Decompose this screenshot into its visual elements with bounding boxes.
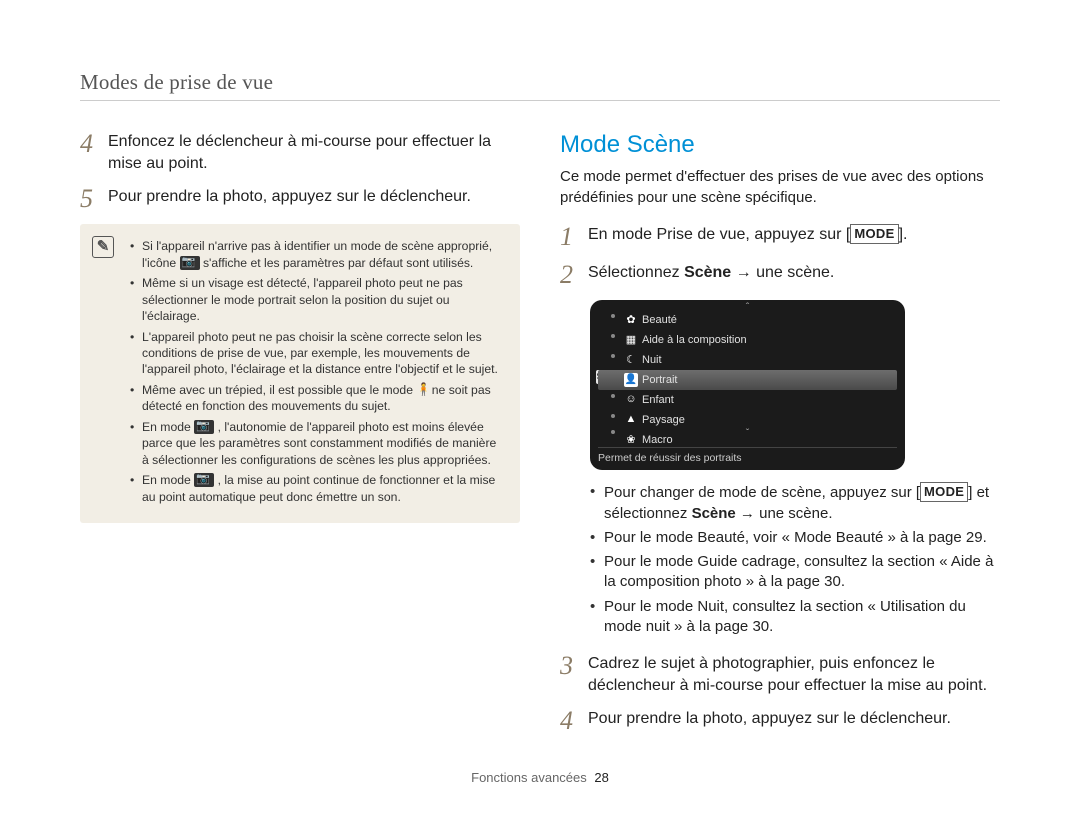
child-icon: ☺ — [624, 393, 638, 407]
lcd-item-label: Aide à la composition — [642, 334, 747, 346]
step-number: 3 — [560, 653, 578, 696]
bold-text: Scène — [684, 264, 731, 281]
down-caret-icon: ˇ — [746, 428, 749, 439]
grid-icon: ▦ — [624, 333, 638, 347]
text: Pour changer de mode de scène, appuyez s… — [604, 484, 920, 501]
note-item: Si l'appareil n'arrive pas à identifier … — [130, 238, 504, 271]
sub-bullet: Pour le mode Guide cadrage, consultez la… — [590, 552, 1000, 593]
note-item: Même avec un trépied, il est possible qu… — [130, 382, 504, 415]
footer-label: Fonctions avancées — [471, 770, 587, 785]
page-number: 28 — [594, 770, 608, 785]
lcd-item-label: Enfant — [642, 394, 674, 406]
text: En mode Prise de vue, appuyez sur [ — [588, 226, 850, 243]
step-text: Cadrez le sujet à photographier, puis en… — [588, 653, 1000, 696]
note-item: Même si un visage est détecté, l'apparei… — [130, 275, 504, 324]
note-item: En mode , la mise au point continue de f… — [130, 472, 504, 505]
note-text: En mode — [142, 473, 194, 487]
text: Pour le mode Nuit, consultez la section … — [604, 598, 966, 635]
step-text: Enfoncez le déclencheur à mi-course pour… — [108, 131, 520, 174]
note-item: En mode , l'autonomie de l'appareil phot… — [130, 419, 504, 468]
sub-bullet: Pour changer de mode de scène, appuyez s… — [590, 482, 1000, 524]
step-number: 4 — [80, 131, 98, 174]
lcd-scene-menu: ˆ SCN ✿ Beauté ▦ Aide à la composition — [590, 300, 905, 470]
step-5-left: 5 Pour prendre la photo, appuyez sur le … — [80, 186, 520, 212]
sub-bullet-list: Pour changer de mode de scène, appuyez s… — [560, 482, 1000, 637]
manual-page: Modes de prise de vue 4 Enfoncez le décl… — [0, 0, 1080, 815]
lcd-footer-hint: Permet de réussir des portraits — [598, 447, 897, 464]
mode-key: MODE — [850, 224, 898, 244]
portrait-icon: 👤 — [624, 373, 638, 387]
beauty-icon: ✿ — [624, 313, 638, 327]
note-text: L'appareil photo peut ne pas choisir la … — [142, 330, 498, 377]
note-text: s'affiche et les paramètres par défaut s… — [203, 256, 473, 270]
mode-key: MODE — [920, 482, 968, 502]
step-4-left: 4 Enfoncez le déclencheur à mi-course po… — [80, 131, 520, 174]
smart-camera-icon — [194, 473, 214, 487]
lcd-item-aide[interactable]: ▦ Aide à la composition — [598, 330, 897, 350]
step-2-right: 2 Sélectionnez Scène → une scène. — [560, 262, 1000, 288]
note-box: ✎ Si l'appareil n'arrive pas à identifie… — [80, 224, 520, 523]
lcd-item-label: Portrait — [642, 374, 677, 386]
lcd-item-label: Nuit — [642, 354, 662, 366]
text: Pour le mode Beauté, voir « Mode Beauté … — [604, 529, 987, 546]
left-column: 4 Enfoncez le déclencheur à mi-course po… — [80, 131, 520, 746]
smart-camera-icon — [180, 256, 200, 270]
lcd-item-enfant[interactable]: ☺ Enfant — [598, 390, 897, 410]
step-number: 5 — [80, 186, 98, 212]
intro-text: Ce mode permet d'effectuer des prises de… — [560, 167, 1000, 208]
lcd-item-paysage[interactable]: ▲ Paysage — [598, 410, 897, 430]
lcd-item-portrait[interactable]: 👤 Portrait — [598, 370, 897, 390]
text: ]. — [899, 226, 908, 243]
text: Sélectionnez — [588, 264, 684, 281]
moon-icon: ☾ — [624, 353, 638, 367]
step-4-right: 4 Pour prendre la photo, appuyez sur le … — [560, 708, 1000, 734]
step-text: En mode Prise de vue, appuyez sur [MODE]… — [588, 224, 907, 250]
text: → une scène. — [731, 264, 834, 281]
step-text: Pour prendre la photo, appuyez sur le dé… — [588, 708, 951, 734]
macro-icon: ❀ — [624, 433, 638, 447]
person-icon — [416, 383, 428, 397]
right-column: Mode Scène Ce mode permet d'effectuer de… — [560, 131, 1000, 746]
page-footer: Fonctions avancées 28 — [0, 770, 1080, 785]
lcd-item-nuit[interactable]: ☾ Nuit — [598, 350, 897, 370]
sub-bullet: Pour le mode Nuit, consultez la section … — [590, 597, 1000, 638]
section-title: Modes de prise de vue — [80, 70, 1000, 101]
step-3-right: 3 Cadrez le sujet à photographier, puis … — [560, 653, 1000, 696]
step-number: 2 — [560, 262, 578, 288]
landscape-icon: ▲ — [624, 413, 638, 427]
note-icon: ✎ — [92, 236, 114, 258]
smart-camera-icon — [194, 420, 214, 434]
step-number: 4 — [560, 708, 578, 734]
note-text: En mode — [142, 420, 194, 434]
note-text: Même avec un trépied, il est possible qu… — [142, 383, 416, 397]
step-text: Pour prendre la photo, appuyez sur le dé… — [108, 186, 471, 212]
step-1-right: 1 En mode Prise de vue, appuyez sur [MOD… — [560, 224, 1000, 250]
lcd-item-label: Paysage — [642, 414, 685, 426]
step-text: Sélectionnez Scène → une scène. — [588, 262, 834, 288]
heading-mode-scene: Mode Scène — [560, 131, 1000, 159]
lcd-item-label: Macro — [642, 434, 673, 446]
bold-text: Scène — [692, 505, 736, 522]
lcd-item-label: Beauté — [642, 314, 677, 326]
step-number: 1 — [560, 224, 578, 250]
text: Pour le mode Guide cadrage, consultez la… — [604, 553, 993, 590]
lcd-item-beaute[interactable]: ✿ Beauté — [598, 310, 897, 330]
two-column-layout: 4 Enfoncez le déclencheur à mi-course po… — [80, 131, 1000, 746]
note-item: L'appareil photo peut ne pas choisir la … — [130, 329, 504, 378]
note-text: Même si un visage est détecté, l'apparei… — [142, 276, 463, 323]
sub-bullet: Pour le mode Beauté, voir « Mode Beauté … — [590, 528, 1000, 548]
note-list: Si l'appareil n'arrive pas à identifier … — [130, 238, 504, 505]
text: → une scène. — [736, 505, 833, 522]
